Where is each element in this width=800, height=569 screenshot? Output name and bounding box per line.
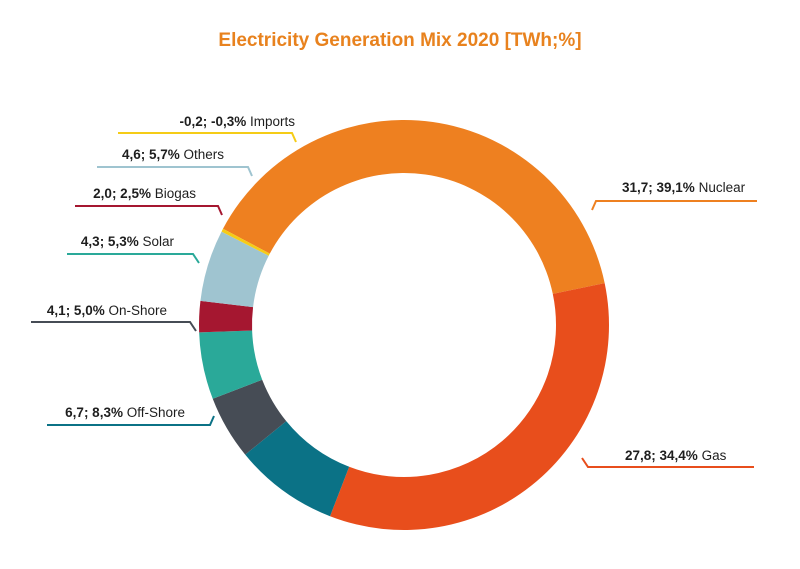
leader-line-offshore bbox=[47, 415, 215, 426]
data-label-value-others: 4,6; 5,7% bbox=[122, 147, 180, 162]
slice-offshore bbox=[245, 421, 350, 517]
data-label-offshore: 6,7; 8,3% Off-Shore bbox=[65, 405, 185, 420]
data-label-value-gas: 27,8; 34,4% bbox=[625, 448, 698, 463]
data-label-others: 4,6; 5,7% Others bbox=[122, 147, 224, 162]
data-label-onshore: 4,1; 5,0% On-Shore bbox=[47, 303, 167, 318]
data-label-name-onshore: On-Shore bbox=[105, 303, 167, 318]
data-label-value-biogas: 2,0; 2,5% bbox=[93, 186, 151, 201]
data-label-biogas: 2,0; 2,5% Biogas bbox=[93, 186, 196, 201]
data-label-value-onshore: 4,1; 5,0% bbox=[47, 303, 105, 318]
leader-line-onshore bbox=[31, 321, 197, 332]
data-label-value-offshore: 6,7; 8,3% bbox=[65, 405, 123, 420]
slice-imports bbox=[221, 228, 270, 256]
data-label-value-solar: 4,3; 5,3% bbox=[81, 234, 139, 249]
leader-line-imports bbox=[118, 132, 297, 143]
data-label-name-solar: Solar bbox=[139, 234, 175, 249]
data-label-solar: 4,3; 5,3% Solar bbox=[81, 234, 175, 249]
leader-line-nuclear bbox=[591, 200, 757, 211]
slice-others bbox=[200, 231, 269, 308]
data-label-name-gas: Gas bbox=[698, 448, 727, 463]
leader-line-others bbox=[97, 166, 253, 177]
slice-onshore bbox=[212, 379, 287, 455]
data-label-imports: -0,2; -0,3% Imports bbox=[179, 114, 295, 129]
slice-biogas bbox=[199, 300, 254, 333]
leader-line-solar bbox=[67, 253, 200, 264]
data-label-name-nuclear: Nuclear bbox=[695, 180, 746, 195]
chart-title: Electricity Generation Mix 2020 [TWh;%] bbox=[218, 30, 582, 51]
data-label-nuclear: 31,7; 39,1% Nuclear bbox=[622, 180, 746, 195]
slice-gas bbox=[330, 283, 609, 530]
data-label-gas: 27,8; 34,4% Gas bbox=[625, 448, 727, 463]
data-label-value-nuclear: 31,7; 39,1% bbox=[622, 180, 695, 195]
data-label-name-others: Others bbox=[180, 147, 225, 162]
data-label-name-imports: Imports bbox=[246, 114, 295, 129]
data-label-value-imports: -0,2; -0,3% bbox=[179, 114, 246, 129]
leader-line-biogas bbox=[75, 205, 223, 216]
slice-solar bbox=[199, 330, 263, 399]
data-label-name-offshore: Off-Shore bbox=[123, 405, 185, 420]
data-label-name-biogas: Biogas bbox=[151, 186, 196, 201]
leader-line-gas bbox=[581, 457, 754, 468]
slice-nuclear bbox=[222, 119, 605, 294]
